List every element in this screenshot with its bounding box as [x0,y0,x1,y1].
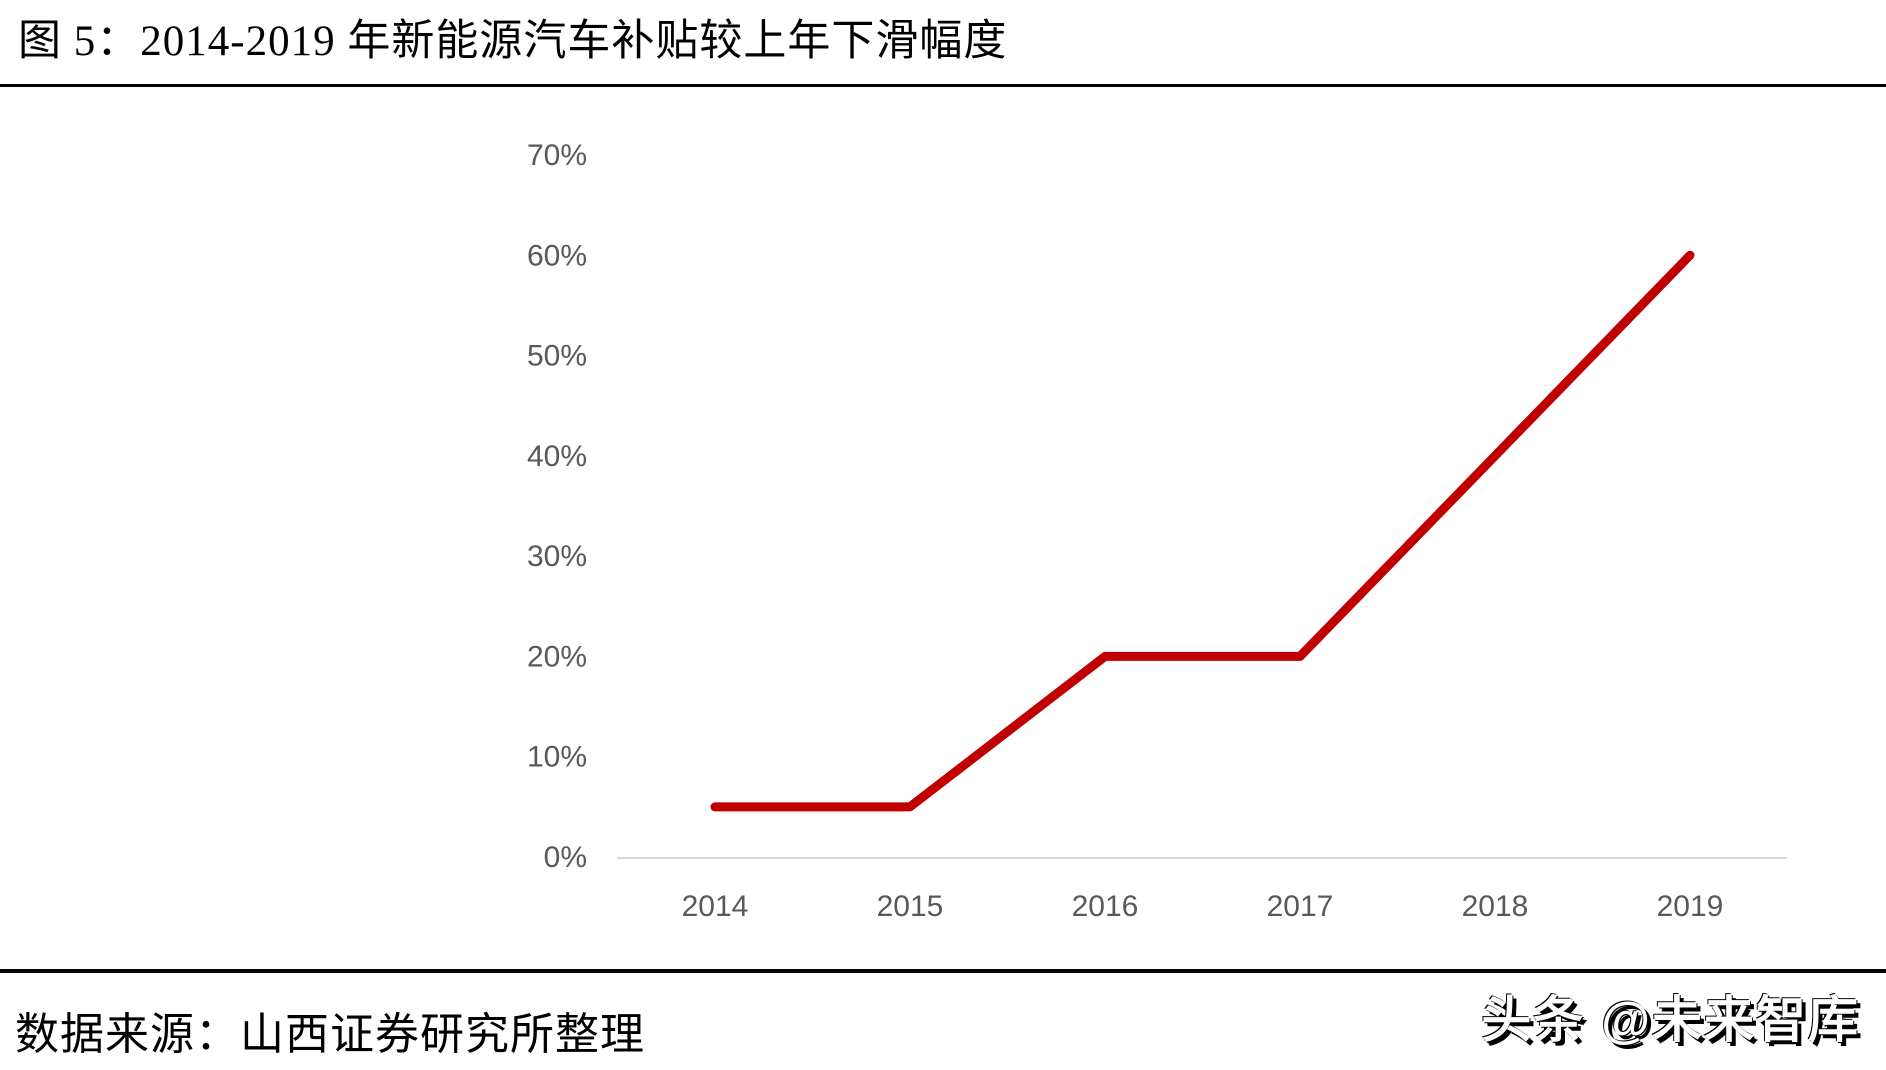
x-axis-tick-label: 2015 [877,890,944,923]
toutiao-watermark: 头条 @未来智库 [1481,992,1860,1048]
y-axis-tick-label: 40% [527,440,587,473]
y-axis-tick-label: 60% [527,239,587,272]
footer-divider [0,969,1886,973]
y-axis-tick-label: 10% [527,741,587,774]
x-axis-tick-label: 2019 [1657,890,1724,923]
x-axis-tick-label: 2017 [1267,890,1334,923]
y-axis-tick-label: 20% [527,640,587,673]
x-axis-tick-label: 2014 [682,890,749,923]
x-axis-tick-label: 2018 [1462,890,1529,923]
y-axis-tick-label: 50% [527,340,587,373]
page-title: 图 5：2014-2019 年新能源汽车补贴较上年下滑幅度 [18,18,1008,65]
y-axis-tick-label: 30% [527,540,587,573]
title-divider [0,84,1886,87]
y-axis-tick-label: 70% [527,139,587,172]
subsidy-decline-series-line [710,250,1695,812]
y-axis-tick-label: 0% [544,841,587,874]
x-axis-tick-label: 2016 [1072,890,1139,923]
data-source-note: 数据来源：山西证券研究所整理 [15,1010,645,1059]
